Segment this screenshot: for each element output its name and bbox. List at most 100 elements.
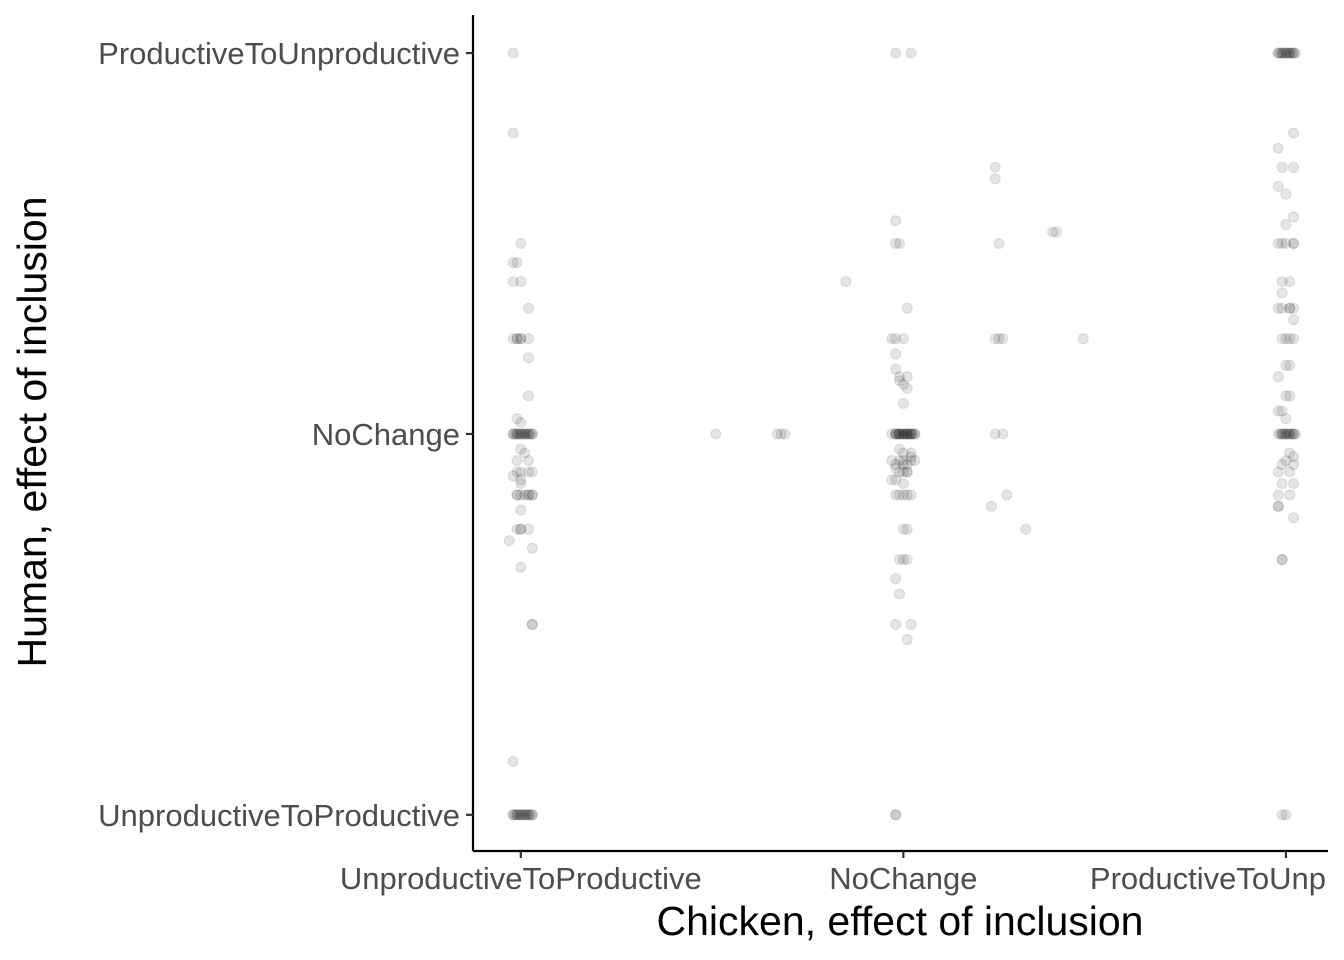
data-point xyxy=(905,447,917,459)
data-point xyxy=(515,466,527,478)
data-point xyxy=(901,466,913,478)
data-point xyxy=(901,458,913,470)
data-point xyxy=(897,489,909,501)
data-point xyxy=(905,618,917,630)
data-point xyxy=(893,428,906,440)
data-point xyxy=(1284,47,1296,59)
data-point xyxy=(1289,428,1302,440)
data-point xyxy=(522,302,535,314)
data-point xyxy=(511,455,523,467)
data-point xyxy=(1284,489,1296,501)
data-point xyxy=(903,428,915,440)
data-point xyxy=(1278,47,1290,59)
data-point xyxy=(519,809,531,821)
data-point xyxy=(507,127,519,139)
data-point xyxy=(1288,237,1300,250)
data-point xyxy=(890,428,902,440)
data-point xyxy=(890,237,902,250)
data-point xyxy=(1276,554,1288,566)
data-point xyxy=(522,489,535,501)
data-point xyxy=(511,809,523,821)
data-point xyxy=(515,428,527,440)
data-point xyxy=(893,489,906,501)
data-point xyxy=(989,333,1001,345)
data-point xyxy=(1276,333,1288,345)
data-point xyxy=(1276,809,1288,821)
data-point xyxy=(897,428,909,440)
data-point xyxy=(1276,554,1288,566)
data-point xyxy=(1047,226,1059,238)
data-point xyxy=(515,477,527,490)
data-point xyxy=(524,428,536,440)
data-point xyxy=(1288,428,1300,440)
data-point xyxy=(1276,47,1288,59)
y-tick-label: UnproductiveToProductive xyxy=(98,798,460,833)
data-point xyxy=(901,554,913,566)
data-point xyxy=(1280,47,1292,59)
data-point xyxy=(1284,428,1296,440)
data-point xyxy=(526,466,538,478)
data-point xyxy=(522,466,535,478)
data-point xyxy=(1276,477,1288,490)
data-point xyxy=(507,333,519,345)
data-point xyxy=(1272,489,1284,501)
data-point xyxy=(1288,314,1300,326)
data-point xyxy=(893,428,906,440)
data-point xyxy=(515,428,527,440)
data-point xyxy=(1276,287,1288,299)
data-point xyxy=(905,428,917,440)
data-point xyxy=(892,428,904,440)
data-point xyxy=(1280,809,1292,821)
x-tick-label: UnproductiveToProductive xyxy=(340,861,702,896)
point-layer xyxy=(503,47,1302,821)
data-point xyxy=(524,809,536,821)
data-point xyxy=(507,809,519,821)
data-point xyxy=(1272,47,1284,59)
data-point xyxy=(511,428,523,440)
data-point xyxy=(1276,428,1288,440)
data-point xyxy=(522,390,535,402)
data-point xyxy=(893,237,906,250)
data-point xyxy=(901,634,913,646)
data-point xyxy=(1276,276,1288,288)
data-point xyxy=(890,458,902,470)
data-point xyxy=(507,755,519,768)
data-point xyxy=(890,363,902,375)
data-point xyxy=(519,809,531,821)
data-point xyxy=(907,428,919,440)
data-point xyxy=(522,428,535,440)
data-point xyxy=(901,523,913,535)
data-point xyxy=(886,474,898,486)
data-point xyxy=(1284,466,1296,478)
data-point xyxy=(511,489,523,501)
data-point xyxy=(1272,428,1284,440)
data-point xyxy=(1284,447,1296,459)
data-point xyxy=(886,428,898,440)
data-point xyxy=(1288,161,1300,173)
data-point xyxy=(507,428,519,440)
data-point xyxy=(1289,47,1302,59)
data-point xyxy=(511,428,523,440)
data-point xyxy=(901,428,913,440)
data-point xyxy=(886,333,898,345)
data-point xyxy=(905,428,917,440)
data-point xyxy=(1288,47,1300,59)
data-point xyxy=(509,428,521,440)
data-point xyxy=(522,489,535,501)
data-point xyxy=(901,489,913,501)
data-point xyxy=(893,455,906,467)
data-point xyxy=(985,500,997,512)
data-point xyxy=(893,443,906,455)
data-point xyxy=(1288,211,1300,223)
data-point xyxy=(1274,47,1286,59)
data-point xyxy=(1280,188,1292,200)
data-point xyxy=(890,348,902,360)
data-point xyxy=(1276,47,1288,59)
data-point xyxy=(507,257,519,269)
data-point xyxy=(890,474,902,486)
data-point xyxy=(890,428,902,440)
data-point xyxy=(515,504,527,516)
data-point xyxy=(522,352,535,364)
data-point xyxy=(897,397,909,410)
